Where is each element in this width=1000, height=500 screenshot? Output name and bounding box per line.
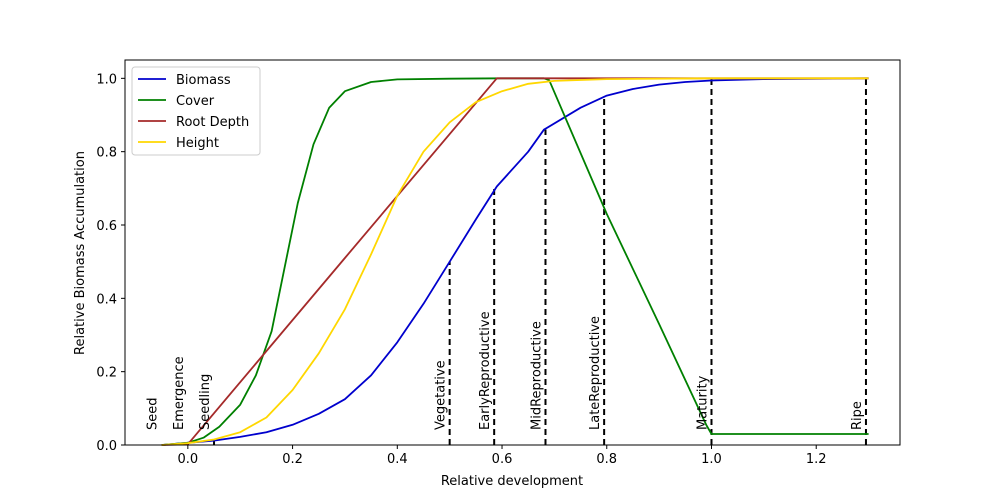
phase-label-maturity: Maturity (695, 375, 710, 430)
x-tick-label: 1.2 (806, 452, 827, 467)
phase-labels: Seed Emergence Seedling Vegetative EarlyRepr… (146, 311, 865, 430)
x-axis-ticks: 0.0 0.2 0.4 0.6 0.8 1.0 1.2 (177, 445, 827, 467)
x-tick-label: 1.0 (701, 452, 722, 467)
series-lines (161, 77, 869, 446)
phase-label-ripe: Ripe (850, 401, 865, 430)
legend-label-root-depth: Root Depth (176, 115, 249, 130)
phase-label-emergence: Emergence (172, 356, 187, 430)
y-axis-title: Relative Biomass Accumulation (73, 151, 88, 355)
x-tick-label: 0.4 (387, 452, 408, 467)
legend-label-biomass: Biomass (176, 73, 231, 88)
x-axis-title: Relative development (441, 474, 583, 489)
phase-label-seedling: Seedling (198, 374, 213, 430)
x-tick-label: 0.2 (282, 452, 303, 467)
legend-box (131, 66, 261, 156)
y-tick-label: 0.6 (96, 219, 117, 234)
phase-lines (186, 78, 867, 445)
y-tick-label: 1.0 (96, 72, 117, 87)
legend: Biomass Cover Root Depth Height (131, 66, 261, 156)
plot-frame (124, 59, 901, 446)
legend-label-cover: Cover (176, 94, 215, 109)
phase-label-latereproductive: LateReproductive (588, 316, 603, 430)
legend-label-height: Height (176, 136, 219, 151)
phase-label-earlyreproductive: EarlyReproductive (478, 311, 493, 430)
phase-label-vegetative: Vegetative (434, 360, 449, 430)
series-line-biomass (161, 77, 869, 446)
y-tick-label: 0.2 (96, 366, 117, 381)
y-tick-label: 0.8 (96, 146, 117, 161)
series-line-height (161, 77, 869, 446)
phase-label-seed: Seed (146, 398, 161, 431)
y-tick-label: 0.4 (96, 292, 117, 307)
y-axis-ticks: 0.0 0.2 0.4 0.6 0.8 1.0 (96, 72, 125, 454)
x-tick-label: 0.8 (596, 452, 617, 467)
y-tick-label: 0.0 (96, 439, 117, 454)
x-tick-label: 0.6 (492, 452, 513, 467)
series-line-cover (161, 77, 869, 446)
phase-label-midreproductive: MidReproductive (529, 321, 544, 430)
x-tick-label: 0.0 (177, 452, 198, 467)
